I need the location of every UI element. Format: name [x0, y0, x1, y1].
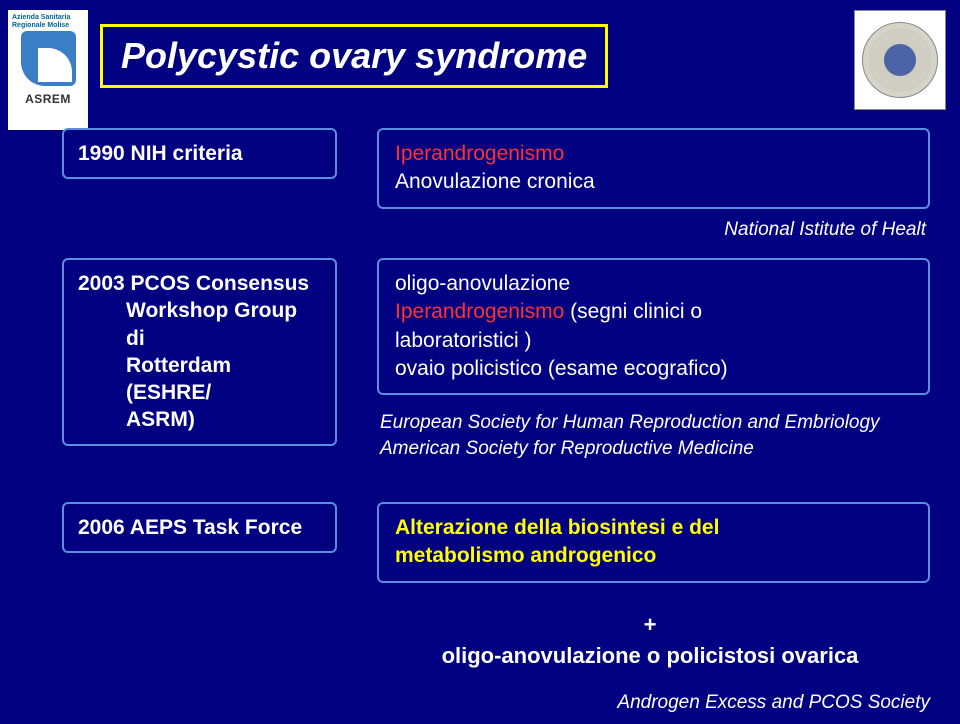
criteria-2006-content: Alterazione della biosintesi e del metab…: [377, 502, 930, 583]
criteria-2003-label-line2: Workshop Group di: [78, 297, 321, 352]
criteria-2006-box: Alterazione della biosintesi e del metab…: [377, 502, 930, 583]
logo-right: [854, 10, 946, 110]
criteria-1990-line1: Iperandrogenismo: [395, 140, 912, 168]
title-box: Polycystic ovary syndrome: [100, 24, 608, 88]
criteria-1990-box: Iperandrogenismo Anovulazione cronica: [377, 128, 930, 209]
criteria-2003-label-line1: 2003 PCOS Consensus: [78, 270, 321, 297]
criteria-2003-line3: laboratoristici ): [395, 327, 912, 355]
plus-symbol: +: [400, 610, 900, 641]
criteria-2003-caption: European Society for Human Reproduction …: [380, 410, 930, 461]
criteria-1990-content: Iperandrogenismo Anovulazione cronica Na…: [377, 128, 930, 242]
criteria-1990-caption: National Istitute of Healt: [377, 217, 930, 243]
logo-left-caption: Azienda Sanitaria Regionale Molise: [10, 14, 86, 31]
criteria-2003-box: oligo-anovulazione Iperandrogenismo (seg…: [377, 258, 930, 395]
plus-text: oligo-anovulazione o policistosi ovarica: [400, 641, 900, 672]
university-seal-icon: [862, 22, 938, 98]
criteria-2003-line1: oligo-anovulazione: [395, 270, 912, 298]
criteria-2006-line2: metabolismo androgenico: [395, 542, 912, 570]
criteria-2003-content: oligo-anovulazione Iperandrogenismo (seg…: [377, 258, 930, 395]
criteria-2003-line2: Iperandrogenismo (segni clinici o: [395, 298, 912, 326]
criteria-2003-line2b: (segni clinici o: [564, 300, 702, 323]
logo-text-1: Azienda Sanitaria: [12, 14, 84, 22]
logo-text-2: Regionale Molise: [12, 22, 84, 30]
criteria-row-1990: 1990 NIH criteria Iperandrogenismo Anovu…: [62, 128, 930, 242]
footer-caption: Androgen Excess and PCOS Society: [617, 692, 930, 714]
criteria-2006-label: 2006 AEPS Task Force: [62, 502, 337, 553]
criteria-2003-label-line4: ASRM): [78, 406, 321, 433]
criteria-2003-line4: ovaio policistico (esame ecografico): [395, 355, 912, 383]
criteria-2003-label-line3: Rotterdam (ESHRE/: [78, 352, 321, 407]
logo-left: Azienda Sanitaria Regionale Molise ASREM: [8, 10, 88, 130]
criteria-2006-line1: Alterazione della biosintesi e del: [395, 514, 912, 542]
logo-left-shape: [21, 31, 76, 86]
criteria-2003-caption-line2: American Society for Reproductive Medici…: [380, 436, 930, 462]
criteria-2006-plus-block: + oligo-anovulazione o policistosi ovari…: [400, 610, 900, 672]
criteria-2003-caption-line1: European Society for Human Reproduction …: [380, 410, 930, 436]
slide-title: Polycystic ovary syndrome: [121, 35, 587, 77]
criteria-1990-line2: Anovulazione cronica: [395, 168, 912, 196]
criteria-2003-label: 2003 PCOS Consensus Workshop Group di Ro…: [62, 258, 337, 446]
criteria-row-2006: 2006 AEPS Task Force Alterazione della b…: [62, 502, 930, 583]
logo-left-brand: ASREM: [25, 92, 71, 106]
criteria-2003-line2a: Iperandrogenismo: [395, 300, 564, 323]
criteria-1990-label: 1990 NIH criteria: [62, 128, 337, 179]
